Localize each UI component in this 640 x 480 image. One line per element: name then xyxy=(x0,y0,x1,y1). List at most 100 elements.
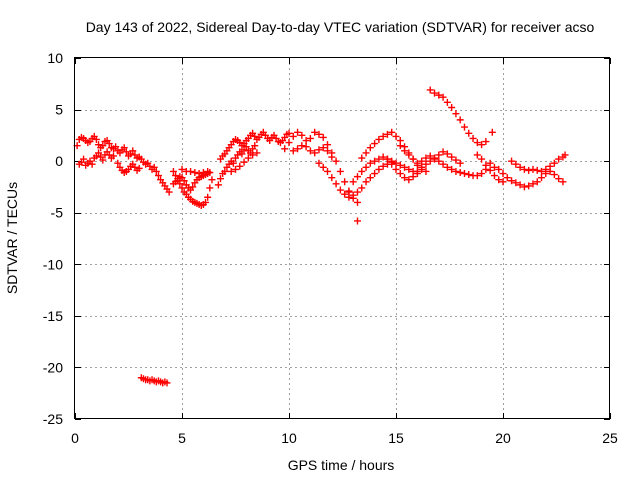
data-point xyxy=(490,172,498,180)
data-point xyxy=(358,184,366,192)
axis-ticks: 0 5 10 15 20 25 -25 -20 -15 -10 -5 0 5 10 xyxy=(43,50,618,446)
data-point xyxy=(206,184,214,192)
data-point xyxy=(315,159,323,167)
data-point xyxy=(516,163,524,171)
x-axis-label: GPS time / hours xyxy=(288,457,395,473)
data-point xyxy=(456,159,464,167)
data-point xyxy=(328,153,336,161)
data-point xyxy=(538,167,546,175)
data-point xyxy=(105,140,113,148)
data-point xyxy=(178,184,186,192)
data-point xyxy=(371,140,379,148)
data-point xyxy=(512,160,520,168)
data-point xyxy=(319,163,327,171)
data-point xyxy=(478,155,486,163)
data-point xyxy=(180,177,188,185)
data-point xyxy=(465,129,473,137)
series-arc-c xyxy=(114,159,143,176)
data-point xyxy=(324,147,332,155)
data-point xyxy=(165,188,173,196)
data-point xyxy=(486,166,494,174)
data-point xyxy=(232,165,239,173)
series-arc-k xyxy=(289,142,336,161)
data-point xyxy=(229,159,237,167)
data-point xyxy=(281,145,289,153)
series-arc-g xyxy=(217,128,293,163)
data-point xyxy=(379,153,387,161)
data-point xyxy=(546,162,554,170)
data-point xyxy=(122,148,130,156)
data-point xyxy=(371,170,379,178)
data-point xyxy=(294,128,302,136)
data-point xyxy=(388,128,396,136)
data-point xyxy=(520,183,528,191)
data-point xyxy=(150,163,158,171)
data-point xyxy=(285,129,293,137)
data-point xyxy=(191,168,199,176)
data-point xyxy=(482,161,490,169)
data-point xyxy=(154,172,162,180)
data-point xyxy=(478,170,486,178)
y-tick-label: 0 xyxy=(55,153,63,169)
data-point xyxy=(120,144,128,152)
data-point xyxy=(460,170,468,178)
x-tick-label: 10 xyxy=(281,430,297,446)
data-point xyxy=(533,178,541,186)
data-point xyxy=(379,162,387,170)
data-point xyxy=(289,132,297,140)
data-point xyxy=(529,165,537,173)
data-point xyxy=(366,144,374,152)
data-point xyxy=(418,163,426,171)
data-point xyxy=(443,150,451,158)
series-arc-f xyxy=(178,165,212,178)
data-point xyxy=(418,157,426,165)
data-point xyxy=(460,123,468,131)
y-tick-label: -10 xyxy=(43,256,63,272)
series-arc-h xyxy=(214,142,259,189)
data-point xyxy=(353,198,361,206)
series-arc-o xyxy=(383,148,464,184)
data-point xyxy=(298,142,306,150)
data-point xyxy=(253,149,261,157)
data-point xyxy=(236,162,244,170)
data-point xyxy=(315,130,323,138)
data-point xyxy=(435,91,443,99)
data-point xyxy=(439,160,447,168)
data-point xyxy=(525,166,533,174)
data-point xyxy=(214,181,222,189)
data-point xyxy=(525,182,533,190)
data-point xyxy=(240,158,248,166)
data-point xyxy=(298,131,306,139)
data-point xyxy=(88,160,96,168)
data-point xyxy=(520,165,528,173)
data-point xyxy=(533,166,541,174)
data-point xyxy=(396,161,404,169)
data-point xyxy=(362,178,370,186)
series-arc-low xyxy=(137,374,171,387)
y-axis-label: SDTVAR / TECUs xyxy=(4,182,20,294)
data-point xyxy=(401,163,409,171)
y-tick-label: 10 xyxy=(47,50,63,66)
data-point xyxy=(490,163,498,171)
data-point xyxy=(306,134,314,142)
chart-title: Day 143 of 2022, Sidereal Day-to-day VTE… xyxy=(86,19,595,35)
data-point xyxy=(178,165,186,173)
data-point xyxy=(324,167,332,175)
data-point xyxy=(452,110,460,118)
data-point xyxy=(204,193,212,201)
data-point xyxy=(452,156,460,164)
data-point xyxy=(503,174,511,182)
data-point xyxy=(550,171,558,179)
data-point xyxy=(208,176,216,184)
data-point xyxy=(135,164,143,172)
data-point xyxy=(405,151,413,159)
y-tick-label: -5 xyxy=(51,205,64,221)
data-point xyxy=(169,167,177,175)
data-point xyxy=(392,132,400,140)
data-point xyxy=(227,167,235,175)
data-point xyxy=(409,155,417,163)
data-point xyxy=(529,180,537,188)
data-point xyxy=(251,142,259,150)
data-point xyxy=(302,137,310,145)
